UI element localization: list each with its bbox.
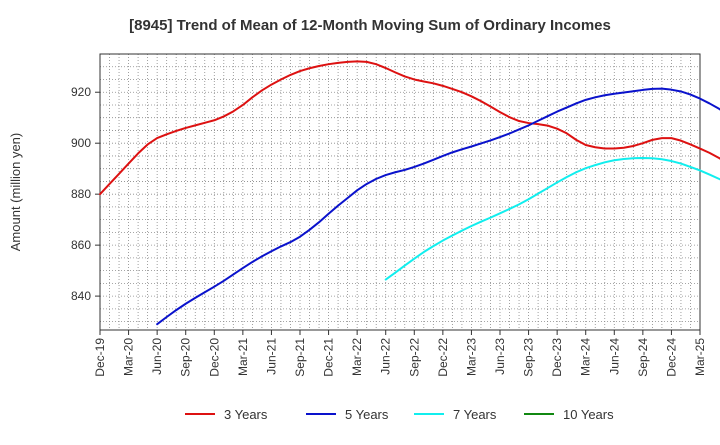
x-tick-label: Jun-22 bbox=[379, 338, 393, 375]
x-tick-label: Mar-20 bbox=[122, 338, 136, 376]
y-axis-label: Amount (million yen) bbox=[8, 133, 23, 252]
x-tick-label: Jun-23 bbox=[493, 338, 507, 375]
x-tick-label: Jun-24 bbox=[607, 338, 621, 375]
x-tick-label: Sep-21 bbox=[293, 338, 307, 377]
y-axis-ticks: 840 860 880 900 920 bbox=[71, 85, 100, 303]
x-tick-label: Mar-22 bbox=[350, 338, 364, 376]
series-line bbox=[99, 60, 720, 196]
chart-title: [8945] Trend of Mean of 12-Month Moving … bbox=[129, 17, 611, 34]
x-tick-label: Sep-20 bbox=[179, 338, 193, 377]
x-tick-label: Dec-20 bbox=[207, 338, 221, 377]
x-tick-label: Dec-21 bbox=[322, 338, 336, 377]
x-tick-label: Dec-23 bbox=[550, 338, 564, 377]
y-tick-label: 860 bbox=[71, 238, 91, 252]
series-line bbox=[384, 156, 720, 281]
x-tick-label: Sep-23 bbox=[522, 338, 536, 377]
x-tick-label: Mar-23 bbox=[464, 338, 478, 376]
legend-label: 5 Years bbox=[345, 407, 389, 422]
x-tick-label: Sep-24 bbox=[636, 338, 650, 377]
y-tick-label: 880 bbox=[71, 187, 91, 201]
legend: 3 Years 5 Years 7 Years 10 Years bbox=[185, 407, 614, 422]
x-tick-label: Jun-20 bbox=[150, 338, 164, 375]
x-tick-label: Jun-21 bbox=[264, 338, 278, 375]
x-tick-label: Mar-21 bbox=[236, 338, 250, 376]
y-tick-label: 900 bbox=[71, 136, 91, 150]
grid-lines bbox=[100, 53, 700, 330]
x-axis-ticks: Dec-19 Mar-20 Jun-20 Sep-20 Dec-20 Mar-21 Jun-… bbox=[93, 330, 707, 377]
legend-label: 7 Years bbox=[453, 407, 497, 422]
x-tick-label: Mar-24 bbox=[579, 338, 593, 376]
plot-frame bbox=[99, 53, 701, 331]
y-tick-label: 840 bbox=[71, 289, 91, 303]
series-lines bbox=[99, 60, 720, 326]
x-tick-label: Sep-22 bbox=[407, 338, 421, 377]
series-line bbox=[156, 87, 720, 326]
y-tick-label: 920 bbox=[71, 85, 91, 99]
x-tick-label: Mar-25 bbox=[693, 338, 707, 376]
x-tick-label: Dec-22 bbox=[436, 338, 450, 377]
x-tick-label: Dec-19 bbox=[93, 338, 107, 377]
x-tick-label: Dec-24 bbox=[664, 338, 678, 377]
legend-label: 3 Years bbox=[224, 407, 268, 422]
legend-label: 10 Years bbox=[563, 407, 614, 422]
